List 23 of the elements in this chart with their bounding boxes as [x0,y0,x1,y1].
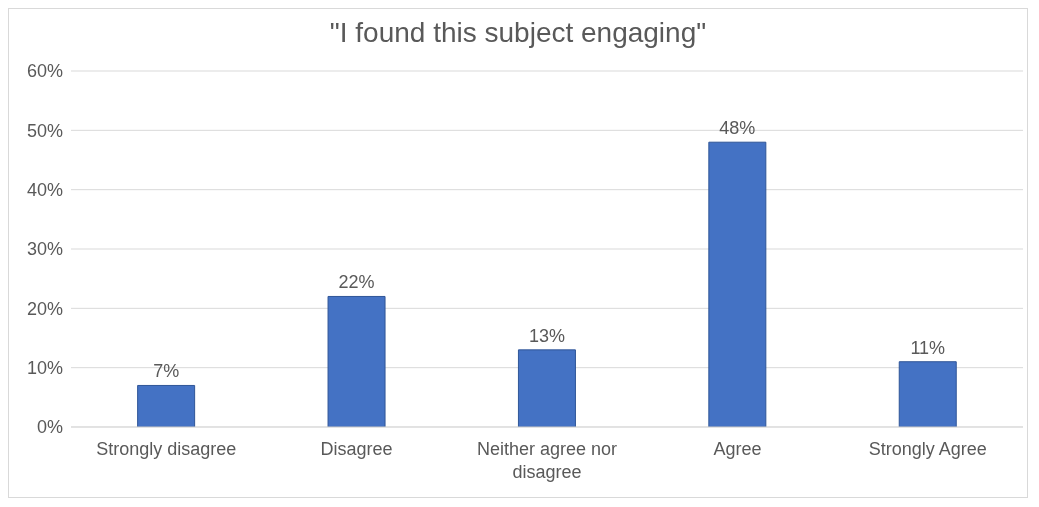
data-label: 48% [719,118,756,139]
y-tick-label: 50% [26,120,63,141]
data-label: 13% [528,325,565,346]
y-tick-label: 0% [36,417,63,438]
x-tick-label: Strongly Agree [868,439,987,459]
x-tick-label: Agree [713,439,762,459]
y-tick-label: 40% [26,180,63,201]
data-label: 11% [910,337,946,358]
x-tick-label: Strongly disagree [96,439,237,459]
bar [898,361,957,427]
bar [708,141,767,427]
y-tick-label: 60% [26,61,63,82]
y-tick-label: 30% [26,239,63,260]
data-label: 22% [338,272,375,293]
chart-title: "I found this subject engaging" [328,16,708,50]
data-label: 7% [153,361,180,382]
y-tick-label: 10% [26,358,63,379]
bar [517,349,576,427]
x-tick-label: Disagree [320,439,393,459]
bar [137,384,196,427]
x-tick-label: Neither agree nor disagree [476,439,618,482]
y-tick-label: 20% [26,298,63,319]
bar [327,295,386,427]
